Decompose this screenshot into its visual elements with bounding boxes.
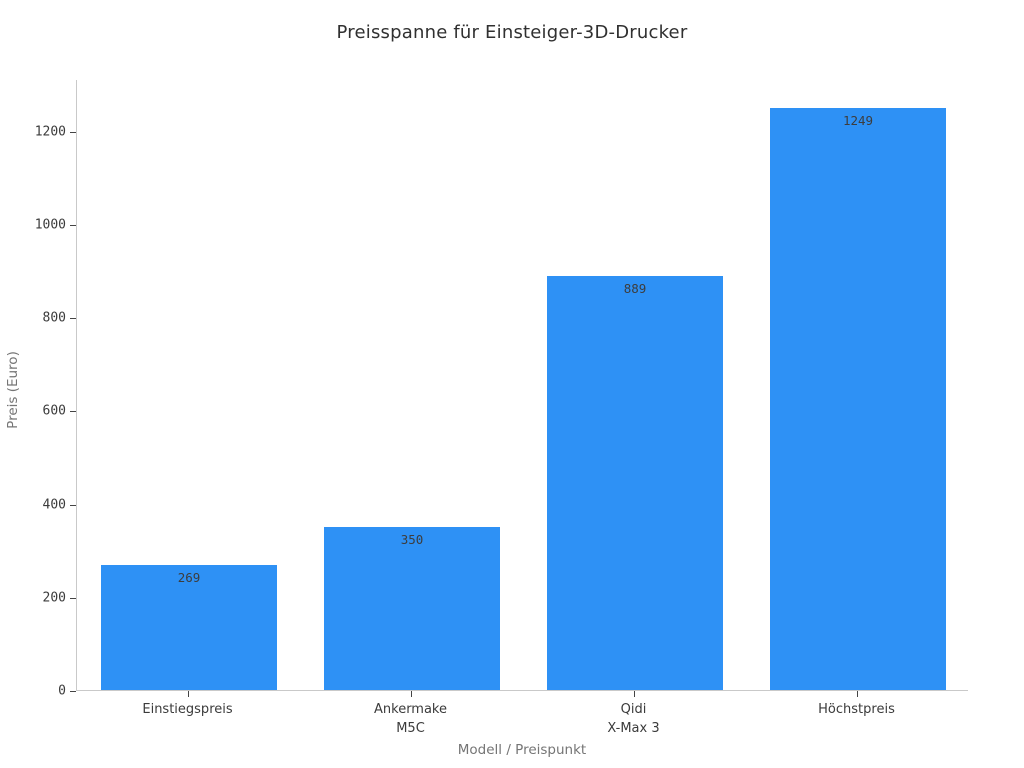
bar: 889 (547, 276, 723, 690)
y-tick-label: 1000 (34, 217, 66, 233)
x-tick-label: Höchstpreis (818, 702, 895, 717)
y-tick-mark (70, 132, 76, 133)
y-tick-mark (70, 411, 76, 412)
x-tick-label: Ankermake M5C (373, 702, 448, 736)
x-axis-title: Modell / Preispunkt (457, 742, 587, 758)
y-tick-mark (70, 691, 76, 692)
y-tick-mark (70, 318, 76, 319)
bar-value-label: 350 (400, 532, 424, 547)
y-tick-label: 0 (58, 683, 66, 699)
y-tick-label: 400 (42, 497, 66, 513)
x-tick-mark (634, 691, 635, 697)
y-tick-label: 1200 (34, 124, 66, 140)
y-tick-label: 800 (42, 310, 66, 326)
bar: 1249 (770, 108, 946, 690)
x-tick-mark (857, 691, 858, 697)
y-tick-label: 200 (42, 590, 66, 606)
chart-title: Preisspanne für Einsteiger-3D-Drucker (336, 22, 688, 43)
bar: 350 (324, 527, 500, 690)
y-tick-mark (70, 598, 76, 599)
bar-value-label: 1249 (842, 113, 874, 128)
bar-value-label: 889 (623, 281, 647, 296)
y-tick-mark (70, 225, 76, 226)
bar-value-label: 269 (177, 570, 201, 585)
x-tick-mark (411, 691, 412, 697)
x-tick-mark (188, 691, 189, 697)
plot-area: 269 350 889 1249 (76, 80, 968, 691)
bar: 269 (101, 565, 277, 690)
y-tick-label: 600 (42, 403, 66, 419)
y-tick-mark (70, 505, 76, 506)
x-tick-label: Einstiegspreis (142, 702, 233, 717)
x-tick-label: Qidi X-Max 3 (607, 702, 660, 736)
